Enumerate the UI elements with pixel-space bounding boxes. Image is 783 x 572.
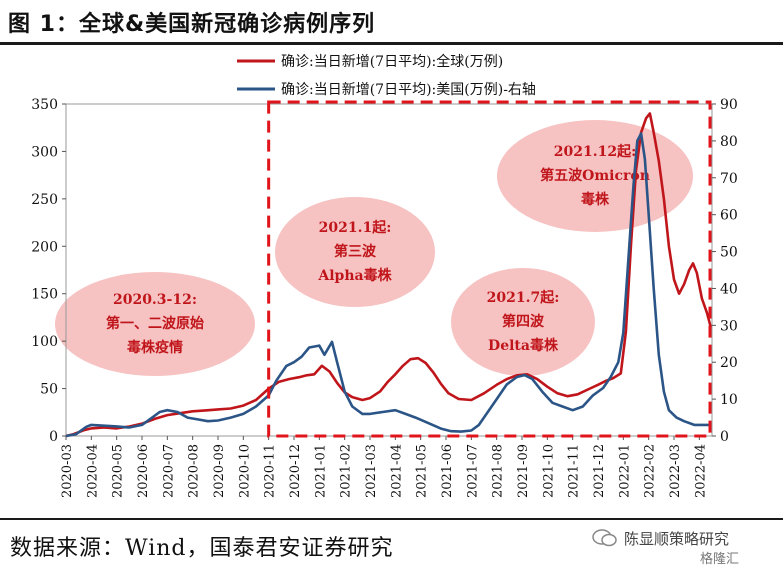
watermark-sub: 格隆汇 bbox=[700, 552, 740, 567]
series-line-global bbox=[65, 112, 712, 438]
y-right-tick-label: 80 bbox=[720, 134, 738, 150]
y-right-tick-label: 0 bbox=[720, 429, 729, 445]
wave-highlight-box bbox=[267, 100, 712, 438]
y-right-tick-label: 90 bbox=[720, 97, 738, 113]
x-tick-label: 2021-11 bbox=[567, 444, 582, 498]
annotation-text: 毒株疫情 bbox=[127, 339, 183, 356]
x-tick-label: 2020-09 bbox=[212, 444, 227, 498]
annotation-text: 毒株 bbox=[581, 191, 610, 208]
x-tick-label: 2021-09 bbox=[516, 444, 531, 498]
y-left-tick-label: 200 bbox=[31, 239, 58, 255]
x-tick-label: 2020-08 bbox=[187, 444, 202, 498]
y-right-tick-label: 10 bbox=[720, 392, 738, 408]
annotation-text: 第一、二波原始 bbox=[106, 315, 204, 332]
annotation-text: 第三波 bbox=[334, 243, 377, 260]
legend: 确诊:当日新增(7日平均):全球(万例) 确诊:当日新增(7日平均):美国(万例)… bbox=[237, 53, 536, 98]
x-tick-label: 2020-05 bbox=[111, 444, 126, 498]
wechat-icon bbox=[592, 529, 617, 547]
x-tick-label: 2021-01 bbox=[313, 444, 328, 498]
source-note: 数据来源：Wind，国泰君安证券研究 bbox=[10, 536, 394, 561]
plot-frame bbox=[65, 103, 713, 437]
title-rule bbox=[0, 42, 783, 45]
legend-label: 确诊:当日新增(7日平均):美国(万例)-右轴 bbox=[281, 82, 536, 98]
y-right-tick-label: 20 bbox=[720, 355, 738, 371]
x-tick-label: 2021-12 bbox=[592, 444, 607, 498]
x-tick-label: 2020-10 bbox=[237, 444, 252, 498]
x-tick-label: 2021-05 bbox=[415, 444, 430, 498]
y-left-tick-label: 350 bbox=[31, 97, 58, 113]
annotation-text: 第五波Omicron bbox=[540, 167, 650, 184]
x-tick-label: 2021-10 bbox=[541, 444, 556, 498]
x-tick-label: 2022-01 bbox=[617, 444, 632, 498]
annotation-text: Alpha毒株 bbox=[317, 267, 392, 284]
annotation-text: 2021.12起: bbox=[554, 143, 637, 160]
x-tick-label: 2020-11 bbox=[263, 444, 278, 498]
axes-layer: 0 50 100 150 200 250 300 350 0 10 20 30 40 50 60 70 80 90… bbox=[31, 97, 738, 498]
y-left-tick-label: 150 bbox=[31, 287, 58, 303]
y-left-tick-label: 50 bbox=[40, 382, 58, 398]
legend-label: 确诊:当日新增(7日平均):全球(万例) bbox=[281, 53, 503, 70]
x-tick-label: 2022-03 bbox=[668, 444, 683, 498]
x-tick-label: 2020-06 bbox=[136, 444, 151, 498]
watermark: 陈显顺策略研究 格隆汇 bbox=[592, 528, 777, 568]
x-tick-label: 2021-04 bbox=[389, 444, 404, 498]
x-tick-label: 2020-12 bbox=[288, 444, 303, 498]
series-line-us bbox=[65, 132, 711, 438]
annotation-text: 第四波 bbox=[502, 313, 545, 330]
annotation-bubble bbox=[55, 272, 255, 376]
annotation-bubble bbox=[451, 268, 595, 376]
y-right-tick-label: 40 bbox=[720, 281, 738, 297]
x-tick-label: 2021-08 bbox=[491, 444, 506, 498]
y-right-tick-label: 30 bbox=[720, 318, 738, 334]
y-right-tick-label: 50 bbox=[720, 245, 738, 261]
annotation-bubble bbox=[275, 197, 435, 307]
annotation-text: 2021.7起: bbox=[487, 289, 560, 306]
y-right-tick-label: 70 bbox=[720, 171, 738, 187]
y-left-tick-label: 0 bbox=[49, 429, 58, 445]
figure-header: 图 1：全球&美国新冠确诊病例序列 bbox=[0, 0, 783, 45]
x-tick-label: 2020-07 bbox=[161, 444, 176, 498]
series-layer bbox=[65, 112, 712, 438]
y-right-tick-label: 60 bbox=[720, 208, 738, 224]
x-tick-label: 2021-02 bbox=[339, 444, 354, 498]
x-tick-label: 2022-02 bbox=[643, 444, 658, 498]
watermark-text: 陈显顺策略研究 bbox=[624, 530, 730, 548]
x-tick-label: 2020-04 bbox=[85, 444, 100, 498]
y-left-tick-label: 100 bbox=[31, 334, 58, 350]
annotation-text: Delta毒株 bbox=[488, 337, 559, 354]
x-tick-label: 2021-07 bbox=[465, 444, 480, 498]
y-left-tick-label: 250 bbox=[31, 192, 58, 208]
y-left-tick-label: 300 bbox=[31, 144, 58, 160]
footer-rule bbox=[0, 518, 783, 520]
x-tick-label: 2021-06 bbox=[440, 444, 455, 498]
x-tick-label: 2021-03 bbox=[364, 444, 379, 498]
annotation-text: 2021.1起: bbox=[319, 219, 392, 236]
x-tick-label: 2022-04 bbox=[693, 444, 708, 498]
annotation-text: 2020.3-12: bbox=[113, 292, 197, 308]
figure-title: 图 1：全球&美国新冠确诊病例序列 bbox=[8, 12, 376, 37]
x-tick-label: 2020-03 bbox=[60, 444, 75, 498]
